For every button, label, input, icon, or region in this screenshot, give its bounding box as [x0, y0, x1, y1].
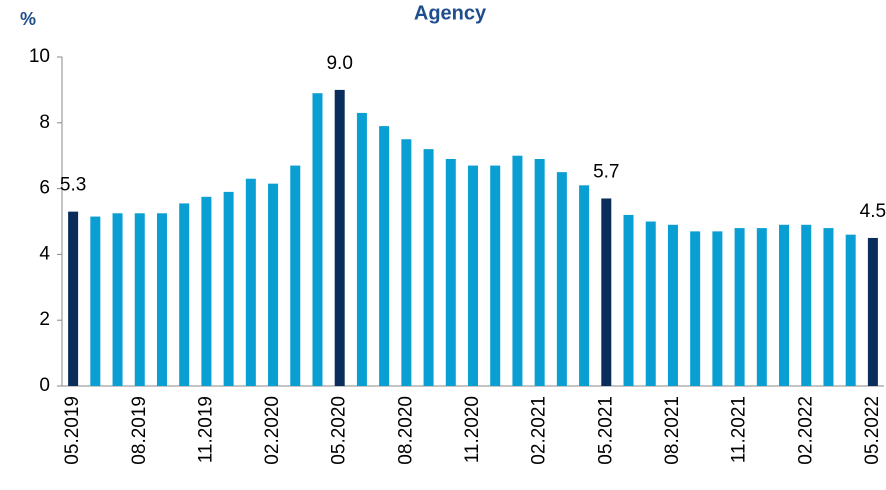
bar: [312, 93, 323, 386]
y-tick-label: 2: [39, 309, 50, 330]
bar: [445, 158, 456, 386]
bar: [201, 196, 212, 386]
y-tick-label: 8: [39, 112, 50, 133]
bar: [556, 172, 567, 386]
bar: [779, 224, 790, 386]
bar: [490, 165, 501, 386]
y-tick-label: 6: [39, 178, 50, 199]
x-tick-label: 05.2019: [62, 396, 83, 465]
data-label: 9.0: [326, 53, 352, 74]
data-label: 4.5: [860, 201, 886, 222]
bar: [334, 89, 345, 387]
bar: [112, 213, 123, 386]
x-tick-label: 08.2019: [129, 396, 150, 465]
bar: [468, 165, 478, 386]
bar: [223, 191, 234, 386]
x-tick-label: 02.2021: [529, 396, 550, 465]
chart-title: Agency: [414, 2, 487, 24]
x-tick-label: 05.2021: [595, 396, 616, 465]
x-tick-label: 08.2020: [395, 396, 416, 465]
bar: [601, 198, 612, 386]
y-tick-label: 10: [29, 46, 50, 67]
bar: [801, 224, 812, 386]
bar: [712, 231, 723, 386]
y-tick-label: 4: [39, 243, 50, 264]
x-tick-label: 05.2020: [329, 396, 350, 465]
data-label: 5.3: [60, 175, 86, 196]
x-tick-label: 08.2021: [662, 396, 683, 465]
data-label: 5.7: [593, 161, 619, 182]
bar: [268, 183, 279, 386]
bar: [845, 234, 856, 386]
bar: [90, 216, 101, 386]
bar: [179, 203, 190, 386]
bar: [68, 211, 79, 386]
bar: [823, 228, 834, 386]
bar: [734, 228, 745, 386]
bar: [156, 213, 167, 386]
x-tick-label: 11.2019: [195, 396, 216, 463]
bar: [645, 221, 656, 386]
bar: [423, 149, 434, 386]
bar: [534, 158, 545, 386]
bar: [690, 231, 701, 386]
bar: [667, 224, 678, 386]
bar: [401, 139, 412, 386]
x-tick-label: 05.2022: [862, 396, 883, 465]
bar: [756, 228, 767, 386]
x-tick-label: 11.2020: [462, 396, 483, 463]
bar: [579, 185, 590, 386]
x-tick-label: 02.2020: [262, 396, 283, 465]
bar: [623, 214, 634, 386]
bar: [379, 126, 390, 386]
bar: [356, 112, 367, 387]
x-tick-label: 02.2022: [795, 396, 816, 465]
x-tick-label: 11.2021: [729, 396, 750, 463]
bar: [867, 237, 878, 386]
bar: [512, 155, 523, 386]
y-axis-label: %: [20, 9, 36, 29]
bar: [134, 213, 145, 386]
bar: [245, 178, 256, 386]
y-tick-label: 0: [39, 375, 50, 396]
bar: [290, 165, 301, 386]
